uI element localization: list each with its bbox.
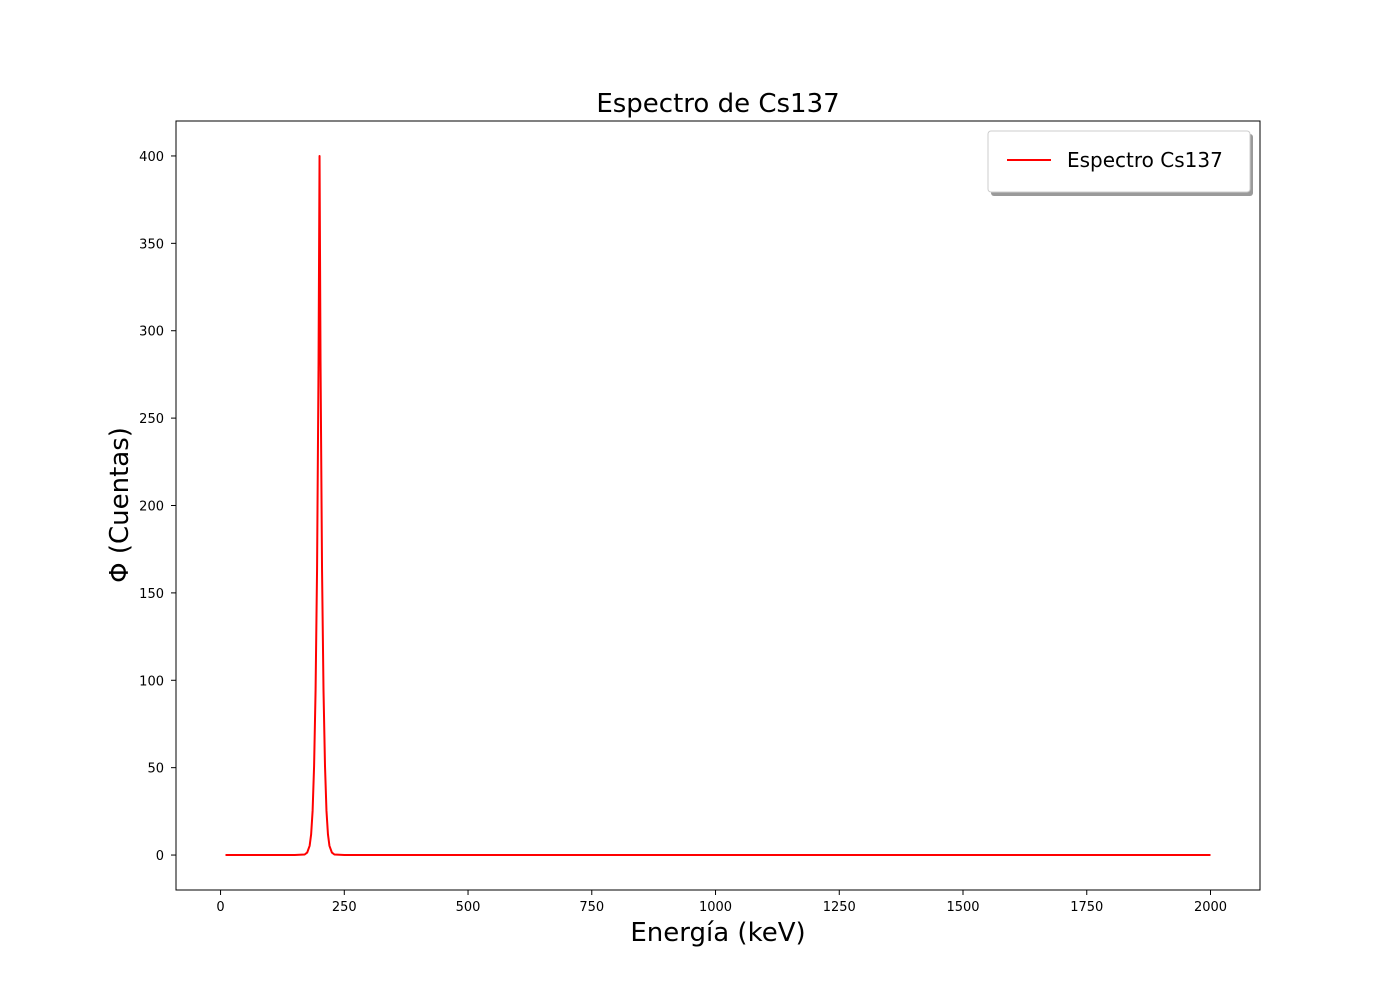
x-axis-label: Energía (keV) <box>630 918 805 948</box>
y-tick-label: 150 <box>139 587 164 602</box>
x-tick-label: 250 <box>332 900 357 915</box>
y-tick-label: 50 <box>147 762 164 777</box>
y-axis-ticks: 0 50 100 150 200 250 300 350 400 <box>139 150 176 864</box>
x-tick-label: 1500 <box>946 900 979 915</box>
x-tick-label: 2000 <box>1194 900 1227 915</box>
x-tick-label: 1000 <box>699 900 732 915</box>
x-axis-ticks: 0 250 500 750 1000 1250 1500 1750 2000 <box>216 890 1227 915</box>
y-axis-label: Φ (Cuentas) <box>105 427 135 583</box>
x-tick-label: 0 <box>216 900 224 915</box>
y-tick-label: 100 <box>139 674 164 689</box>
chart-title: Espectro de Cs137 <box>596 89 839 119</box>
series-layer <box>225 154 1211 857</box>
legend: Espectro Cs137 <box>987 130 1253 196</box>
x-tick-label: 750 <box>579 900 604 915</box>
y-tick-label: 400 <box>139 150 164 165</box>
y-tick-label: 250 <box>139 412 164 427</box>
y-tick-label: 350 <box>139 237 164 252</box>
y-tick-label: 0 <box>156 849 164 864</box>
y-tick-label: 300 <box>139 325 164 340</box>
x-tick-label: 500 <box>456 900 481 915</box>
x-tick-label: 1750 <box>1070 900 1103 915</box>
series-line <box>225 154 1211 857</box>
plot-frame <box>175 120 1261 891</box>
legend-label: Espectro Cs137 <box>1067 148 1223 172</box>
legend-box <box>987 130 1251 193</box>
x-tick-label: 1250 <box>823 900 856 915</box>
y-tick-label: 200 <box>139 500 164 515</box>
